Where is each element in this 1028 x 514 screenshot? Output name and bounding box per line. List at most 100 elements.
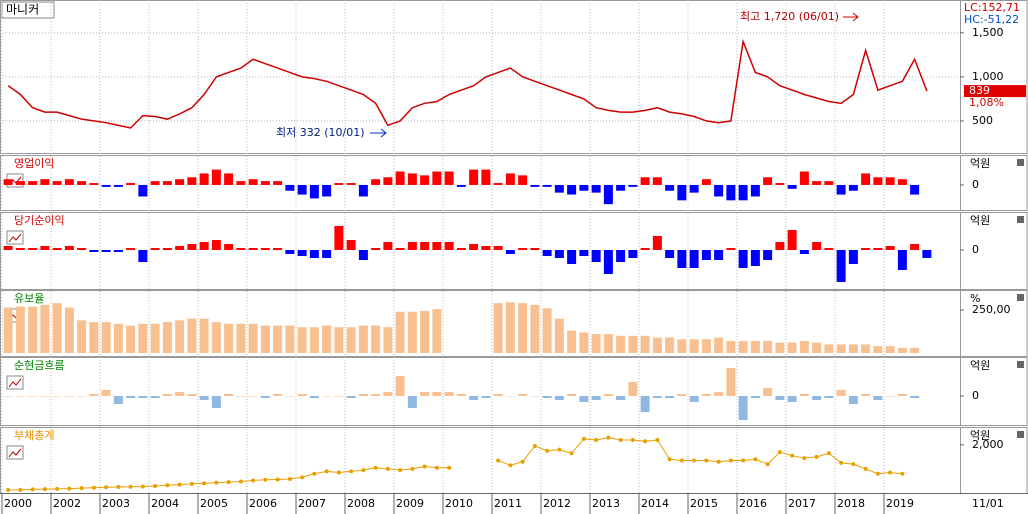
- bar: [812, 242, 822, 250]
- bar: [187, 318, 197, 353]
- line-marker: [116, 484, 121, 489]
- line-marker: [802, 456, 807, 461]
- line-marker: [777, 450, 782, 455]
- panel-title: 순현금흐름: [14, 359, 65, 372]
- bar: [836, 184, 846, 195]
- bar: [897, 394, 907, 396]
- bar: [175, 179, 185, 185]
- bar: [224, 394, 234, 396]
- bar: [456, 248, 466, 250]
- bar: [665, 337, 675, 353]
- line-marker: [128, 484, 133, 489]
- line-marker: [202, 481, 207, 486]
- line-marker: [312, 471, 317, 476]
- bar: [689, 396, 699, 402]
- bar: [481, 246, 491, 250]
- panel-icon: [6, 445, 24, 460]
- x-tick-label: 2019: [886, 497, 914, 510]
- line-marker: [839, 460, 844, 465]
- bar: [346, 327, 356, 353]
- bar: [481, 396, 491, 398]
- bar: [701, 250, 711, 260]
- bar: [15, 181, 25, 185]
- bar: [432, 171, 442, 185]
- bar: [395, 311, 405, 353]
- line-marker: [189, 481, 194, 486]
- bar: [616, 335, 626, 353]
- bar: [812, 181, 822, 185]
- bar: [40, 246, 50, 250]
- bar: [481, 169, 491, 185]
- bar: [640, 396, 650, 412]
- line-marker: [410, 466, 415, 471]
- bar: [162, 248, 172, 250]
- panel-button: [1017, 431, 1024, 438]
- bar: [77, 396, 87, 397]
- line-marker: [422, 464, 427, 469]
- bar: [334, 183, 344, 185]
- bar: [420, 392, 430, 396]
- panel-title: 영업이익: [14, 157, 54, 170]
- line-marker: [55, 486, 60, 491]
- bar: [309, 184, 319, 199]
- bar: [897, 347, 907, 353]
- bar: [407, 396, 417, 408]
- bar: [199, 242, 209, 250]
- line-marker: [275, 477, 280, 482]
- bar: [640, 177, 650, 185]
- line-marker: [594, 438, 599, 443]
- x-tick-label: 2006: [249, 497, 277, 510]
- bar: [371, 179, 381, 185]
- bar: [15, 248, 25, 250]
- bar: [861, 248, 871, 250]
- bar: [910, 396, 920, 398]
- bar: [211, 240, 221, 250]
- bar: [750, 250, 760, 266]
- bar: [897, 179, 907, 185]
- bar: [420, 175, 430, 185]
- line-marker: [447, 465, 452, 470]
- axis-frame: [960, 290, 1028, 357]
- line-marker: [532, 444, 537, 449]
- bar: [567, 184, 577, 195]
- bar: [260, 396, 270, 398]
- x-tick-label: 2009: [396, 497, 424, 510]
- bar: [738, 396, 748, 420]
- bar: [285, 396, 295, 397]
- panel-button: [1017, 361, 1024, 368]
- last-price-box: [964, 85, 1026, 98]
- bar: [3, 179, 13, 185]
- lc-label: LC:152,71: [964, 1, 1020, 14]
- bar: [885, 177, 895, 185]
- line-marker: [618, 438, 623, 443]
- bar: [469, 396, 479, 400]
- bar: [603, 184, 613, 205]
- bar: [677, 184, 687, 201]
- bar: [775, 342, 785, 353]
- bar: [493, 394, 503, 396]
- bar: [371, 394, 381, 396]
- bar: [616, 250, 626, 262]
- bar: [775, 242, 785, 250]
- bar: [763, 340, 773, 353]
- line-marker: [655, 438, 660, 443]
- panel-title: 당기순이익: [14, 214, 65, 227]
- bar: [518, 303, 528, 353]
- bar: [505, 396, 515, 397]
- bar: [150, 248, 160, 250]
- bar: [420, 310, 430, 353]
- bar: [346, 240, 356, 250]
- bar: [567, 330, 577, 353]
- bar: [579, 184, 589, 191]
- line-marker: [214, 480, 219, 485]
- unit-label: 억원: [970, 157, 990, 170]
- bar: [15, 396, 25, 397]
- bar: [101, 390, 111, 396]
- bar: [395, 171, 405, 185]
- x-tick-label: 2003: [102, 497, 130, 510]
- bar: [138, 184, 148, 197]
- line-marker: [153, 484, 158, 489]
- bar: [52, 303, 62, 353]
- y-tick-label: 500: [972, 114, 993, 127]
- bar: [493, 303, 503, 353]
